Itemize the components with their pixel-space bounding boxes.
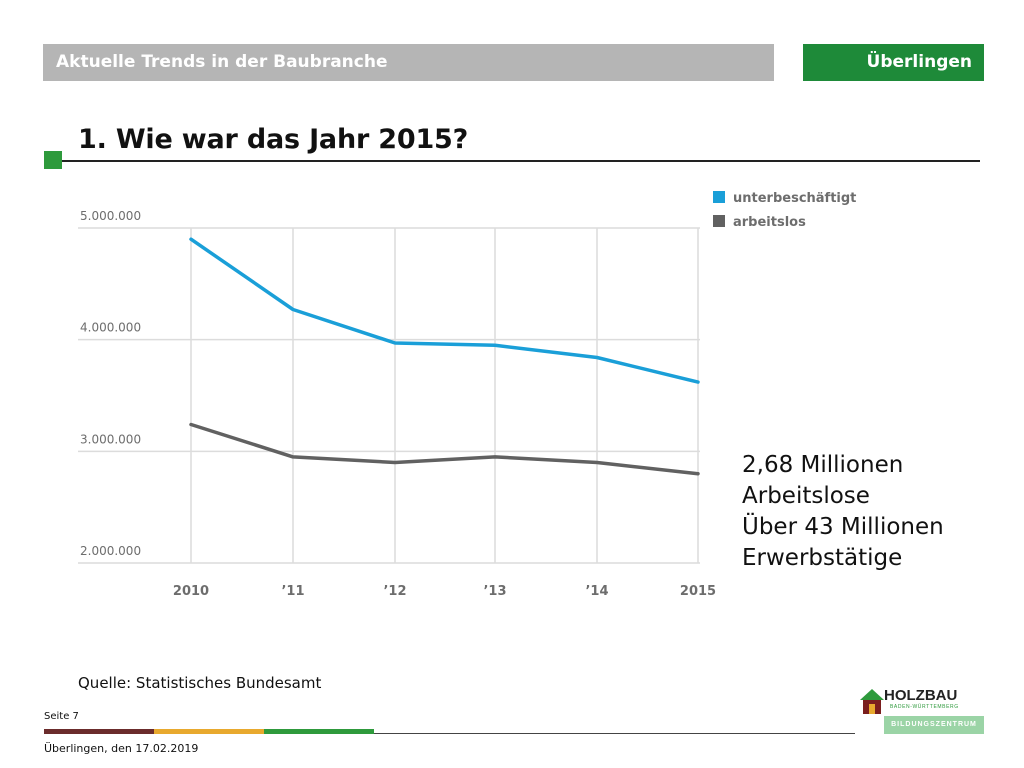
logo-subtitle: BILDUNGSZENTRUM (884, 716, 984, 734)
footer-rule (374, 733, 855, 734)
legend-label: arbeitslos (733, 215, 806, 230)
legend-swatch (713, 191, 725, 203)
title-bullet-square (44, 151, 62, 169)
title-rule (62, 160, 980, 162)
section-title: Aktuelle Trends in der Baubranche (56, 52, 388, 72)
annotation-line-1: 2,68 Millionen (742, 452, 904, 478)
annotation-line-2: Arbeitslose (742, 483, 870, 509)
source-note: Quelle: Statistisches Bundesamt (78, 674, 322, 692)
footer-bar-red (44, 729, 154, 734)
footer-bar-yellow (154, 729, 264, 734)
x-tick-label: ’11 (281, 584, 304, 599)
y-tick-label: 4.000.000 (80, 321, 141, 335)
location-badge: Überlingen (803, 44, 984, 81)
page-number: Seite 7 (44, 711, 79, 722)
logo-name: HOLZBAU (884, 687, 958, 704)
annotation-line-3: Über 43 Millionen (742, 514, 944, 540)
footer-date: Überlingen, den 17.02.2019 (44, 742, 199, 755)
house-logo-icon (860, 689, 884, 714)
x-tick-label: ’13 (483, 584, 506, 599)
legend-swatch (713, 215, 725, 227)
series-line-arbeitslos (189, 422, 700, 476)
y-tick-label: 5.000.000 (80, 209, 141, 223)
holzbau-logo: HOLZBAU BADEN-WÜRTTEMBERG BILDUNGSZENTRU… (856, 684, 986, 736)
x-tick-label: ’14 (585, 584, 608, 599)
series-line-unterbeschaeftigt (189, 237, 700, 384)
logo-region: BADEN-WÜRTTEMBERG (890, 704, 959, 710)
annotation-text: 2,68 Millionen Arbeitslose Über 43 Milli… (742, 450, 944, 574)
location-label: Überlingen (866, 52, 972, 72)
x-tick-label: 2015 (680, 584, 716, 599)
y-tick-label: 3.000.000 (80, 432, 141, 446)
section-title-bar: Aktuelle Trends in der Baubranche (43, 44, 774, 81)
slide-title: 1. Wie war das Jahr 2015? (78, 124, 469, 155)
y-tick-label: 2.000.000 (80, 544, 141, 558)
legend-label: unterbeschäftigt (733, 191, 856, 206)
x-tick-label: 2010 (173, 584, 209, 599)
footer-bar-green (264, 729, 374, 734)
annotation-line-4: Erwerbstätige (742, 545, 903, 571)
x-tick-label: ’12 (383, 584, 406, 599)
